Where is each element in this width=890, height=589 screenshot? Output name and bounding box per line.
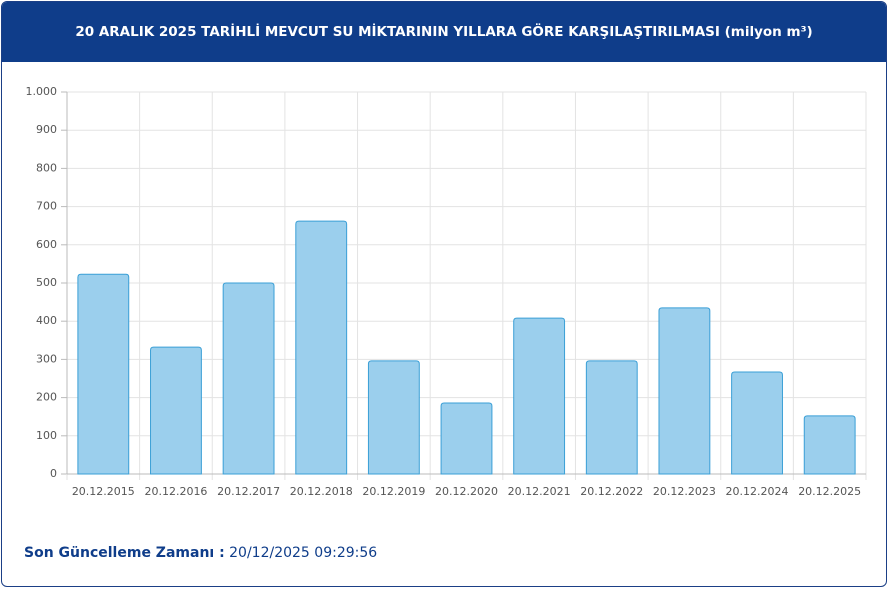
x-tick-label: 20.12.2025 [798,485,861,498]
y-tick-label: 400 [36,314,57,327]
footer-label: Son Güncelleme Zamanı : [24,545,225,561]
header: 20 ARALIK 2025 TARİHLİ MEVCUT SU MİKTARI… [2,2,886,62]
y-tick-label: 200 [36,391,57,404]
x-tick-label: 20.12.2017 [217,485,280,498]
x-tick-label: 20.12.2019 [362,485,425,498]
y-tick-label: 500 [36,276,57,289]
bar [440,402,493,475]
y-tick-label: 1.000 [26,85,58,98]
bar [731,371,783,475]
x-tick-label: 20.12.2020 [435,485,498,498]
bar [513,317,566,475]
bar [658,307,711,475]
y-tick-label: 600 [36,238,57,251]
x-tick-label: 20.12.2024 [726,485,789,498]
x-tick-label: 20.12.2015 [72,485,135,498]
footer-value: 20/12/2025 09:29:56 [229,545,378,561]
chart-title: 20 ARALIK 2025 TARİHLİ MEVCUT SU MİKTARI… [75,24,813,40]
x-tick-label: 20.12.2021 [508,485,571,498]
bar [367,360,420,475]
y-tick-label: 900 [36,123,57,136]
y-tick-label: 100 [36,429,57,442]
bar [803,415,856,475]
footer: Son Güncelleme Zamanı : 20/12/2025 09:29… [24,545,377,561]
x-tick-label: 20.12.2022 [580,485,643,498]
bar [295,220,348,475]
bar [585,360,638,475]
y-tick-label: 800 [36,161,57,174]
x-tick-label: 20.12.2018 [290,485,353,498]
y-tick-label: 0 [50,467,57,480]
bar [150,346,202,475]
bar [77,273,130,475]
y-tick-label: 300 [36,352,57,365]
x-tick-label: 20.12.2023 [653,485,716,498]
bar [222,282,275,475]
x-tick-label: 20.12.2016 [144,485,207,498]
y-tick-label: 700 [36,200,57,213]
